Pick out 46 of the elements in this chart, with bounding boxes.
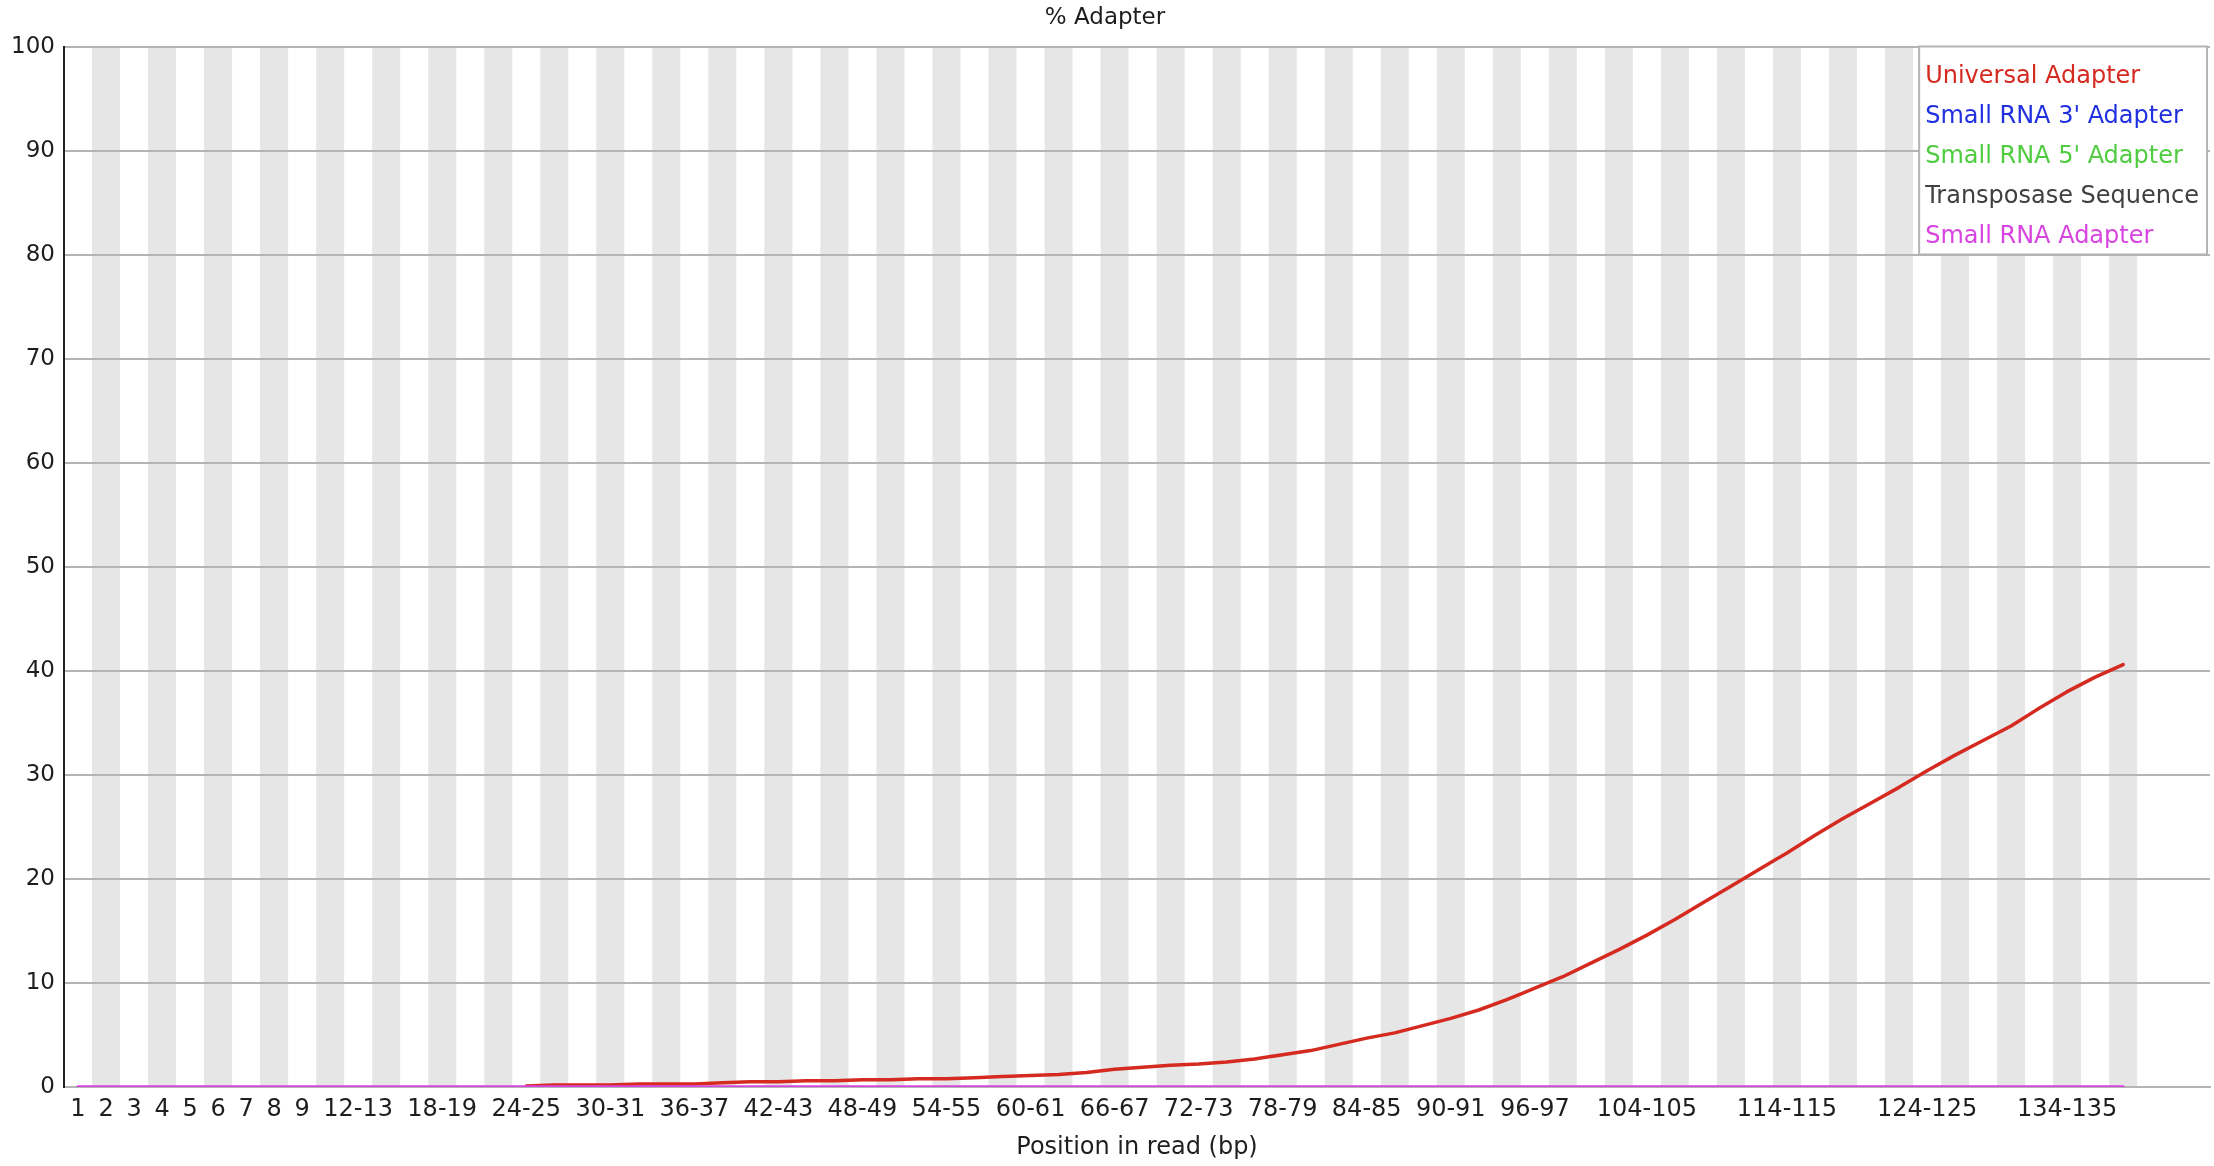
x-tick-label: 6	[210, 1093, 226, 1122]
x-tick-label: 30-31	[575, 1093, 646, 1122]
x-tick-label: 134-135	[2016, 1093, 2118, 1122]
y-tick-label: 20	[25, 863, 55, 890]
x-tick-label: 104-105	[1596, 1093, 1698, 1122]
x-tick-label: 3	[126, 1093, 142, 1122]
x-tick-label: 78-79	[1247, 1093, 1318, 1122]
y-tick-label: 100	[11, 31, 55, 58]
x-tick-label: 96-97	[1499, 1093, 1570, 1122]
x-tick-label: 1	[70, 1093, 86, 1122]
legend-label: Small RNA 5' Adapter	[1925, 140, 2183, 169]
legend-label: Small RNA 3' Adapter	[1925, 100, 2183, 129]
x-tick-label: 84-85	[1331, 1093, 1402, 1122]
x-tick-label: 90-91	[1415, 1093, 1486, 1122]
y-tick-label: 60	[25, 447, 55, 474]
x-tick-label: 60-61	[995, 1093, 1066, 1122]
x-tick-label: 8	[266, 1093, 282, 1122]
x-tick-label: 24-25	[491, 1093, 562, 1122]
x-tick-label: 5	[182, 1093, 198, 1122]
x-tick-label: 124-125	[1876, 1093, 1978, 1122]
legend-label: Transposase Sequence	[1924, 180, 2200, 209]
x-tick-label: 18-19	[407, 1093, 478, 1122]
y-tick-label: 70	[25, 343, 55, 370]
x-tick-label: 9	[294, 1093, 310, 1122]
y-tick-label: 90	[25, 135, 55, 162]
x-tick-label: 42-43	[743, 1093, 814, 1122]
x-tick-label: 7	[238, 1093, 254, 1122]
y-tick-label: 10	[25, 967, 55, 994]
y-tick-label: 80	[25, 239, 55, 266]
x-tick-label: 114-115	[1736, 1093, 1838, 1122]
x-tick-label: 4	[154, 1093, 170, 1122]
y-tick-label: 50	[25, 551, 55, 578]
y-tick-label: 40	[25, 655, 55, 682]
y-tick-label: 0	[40, 1071, 55, 1098]
x-tick-label: 66-67	[1079, 1093, 1150, 1122]
text: Small RNA Adapter	[1925, 220, 2154, 249]
chart-title: % Adapter	[1044, 2, 1166, 29]
x-axis-title: Position in read (bp)	[1016, 1131, 1258, 1160]
x-tick-label: 72-73	[1163, 1093, 1234, 1122]
x-tick-label: 12-13	[323, 1093, 394, 1122]
x-tick-label: 2	[98, 1093, 114, 1122]
x-tick-label: 48-49	[827, 1093, 898, 1122]
x-tick-label: 54-55	[911, 1093, 982, 1122]
text: Universal Adapter	[1925, 60, 2141, 89]
y-tick-label: 30	[25, 759, 55, 786]
x-tick-label: 36-37	[659, 1093, 730, 1122]
